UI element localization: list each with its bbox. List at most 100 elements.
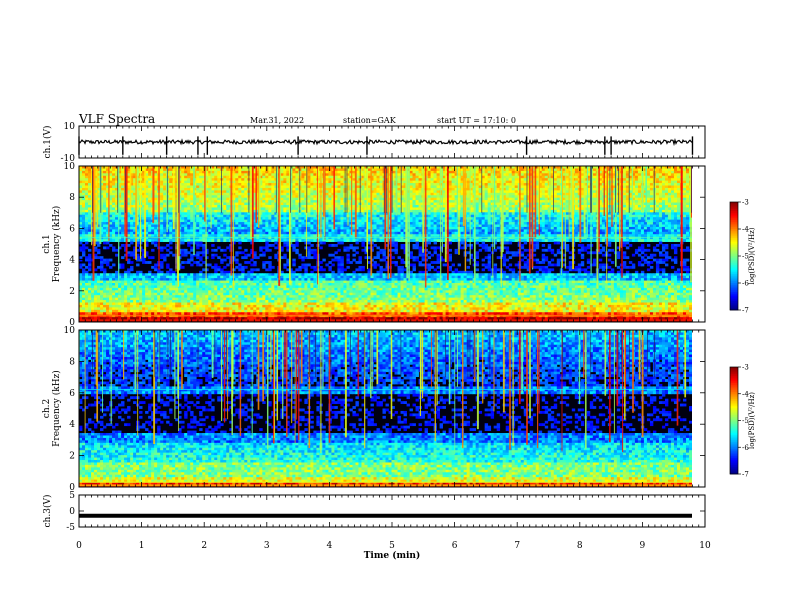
- p-spec1-cell: [205, 173, 209, 177]
- p-spec1-cell: [385, 183, 389, 186]
- p-spec1-cell: [376, 192, 380, 196]
- p-spec1-cell: [196, 190, 200, 194]
- p-spec1-cell: [103, 178, 107, 182]
- p-spec1-cell: [550, 178, 555, 182]
- p-spec1-cell: [391, 187, 395, 191]
- p-spec1-cell: [655, 175, 660, 179]
- p-spec1-cell: [112, 209, 116, 213]
- p-spec1-cell: [253, 173, 257, 177]
- p-spec1-cell: [511, 180, 516, 184]
- p-spec1-cell: [427, 202, 431, 206]
- p-spec1-cell: [271, 170, 275, 174]
- p-spec1-cell: [556, 173, 561, 177]
- p-spec1-cell: [253, 185, 257, 189]
- p-spec1-cell: [478, 175, 483, 179]
- p-spec1-cell: [481, 170, 486, 174]
- p-spec1-cell: [307, 175, 311, 179]
- p-spec1-cell: [196, 173, 200, 177]
- p-spec1-cell: [511, 217, 516, 221]
- p-spec1-cell: [373, 207, 377, 211]
- p-spec1-cell: [112, 217, 116, 221]
- p-spec1-cell: [271, 205, 275, 208]
- p-spec1-cell: [181, 197, 185, 201]
- p-spec1-cell: [580, 187, 585, 191]
- p-spec1-cell: [256, 173, 260, 177]
- p-spec1-cell: [568, 187, 573, 191]
- p-spec1-cell: [280, 173, 284, 177]
- p-spec1-cell: [526, 185, 531, 189]
- p-spec1-cell: [544, 214, 549, 218]
- p-spec1-cell: [103, 180, 107, 184]
- p-spec1-cell: [241, 212, 245, 216]
- p-spec1-cell: [454, 173, 459, 177]
- p-spec1-cell: [646, 195, 651, 199]
- p-spec1-cell: [451, 197, 456, 201]
- p-spec1-cell: [451, 187, 456, 191]
- p-spec1-cell: [664, 183, 669, 186]
- p-spec1-cell: [655, 209, 660, 213]
- p-spec1-cell: [532, 168, 537, 172]
- p-spec1-cell: [181, 214, 185, 218]
- p-spec1-cell: [397, 187, 401, 191]
- p-spec1-cell: [385, 166, 389, 169]
- p-spec1-cell: [622, 187, 627, 191]
- p-spec1-cell: [142, 166, 146, 169]
- p-spec1-cell: [538, 187, 543, 191]
- p-spec1-cell: [664, 187, 669, 191]
- p-spec1-cell: [85, 205, 89, 208]
- p-spec1-cell: [262, 195, 266, 199]
- p-spec1-cell: [82, 175, 86, 179]
- p-spec1-cell: [130, 214, 134, 218]
- p-spec1-cell: [667, 197, 672, 201]
- p-spec1-cell: [262, 166, 266, 169]
- p-spec1-cell: [625, 187, 630, 191]
- p-spec1-cell: [205, 183, 209, 186]
- p-spec1-cell: [85, 192, 89, 196]
- p-spec1-cell: [175, 168, 179, 172]
- p-spec1-cell: [511, 205, 516, 208]
- figure-title: VLF Spectra: [78, 112, 155, 126]
- p-spec1-cell: [184, 183, 188, 186]
- p-spec1-cell: [253, 166, 257, 169]
- p-spec1-cell: [628, 175, 633, 179]
- p-spec1-cell: [493, 173, 498, 177]
- p-spec1-cell: [106, 166, 110, 169]
- p-spec1-cell: [235, 180, 239, 184]
- p-spec1-cell: [130, 166, 134, 169]
- p-spec1-cell: [601, 185, 606, 189]
- p-spec1-cell: [313, 178, 317, 182]
- p-spec1-cell: [295, 166, 299, 169]
- p-spec1-cell: [397, 190, 401, 194]
- p-spec1-cell: [85, 170, 89, 174]
- p-spec1-cell: [391, 175, 395, 179]
- p-spec1-cell: [514, 192, 519, 196]
- p-spec1-cell: [586, 170, 591, 174]
- p-spec1-cell: [376, 202, 380, 206]
- p-spec1-cell: [436, 217, 440, 221]
- p-spec1-cell: [418, 190, 422, 194]
- p-spec1-cell: [664, 185, 669, 189]
- p-spec1-cell: [163, 170, 167, 174]
- p-spec1-cell: [433, 214, 437, 218]
- p-spec1-cell: [313, 175, 317, 179]
- p-spec1-cell: [502, 185, 507, 189]
- p-spec1-cell: [481, 175, 486, 179]
- p-spec1-cell: [601, 173, 606, 177]
- p-spec1-cell: [97, 190, 101, 194]
- p-spec1-cell: [169, 178, 173, 182]
- p-spec1-cell: [652, 173, 657, 177]
- p-spec1-cell: [676, 217, 681, 221]
- p-spec1-cell: [235, 195, 239, 199]
- p-spec1-cell: [373, 183, 377, 186]
- p-spec1-cell: [469, 185, 474, 189]
- p-spec1-cell: [685, 168, 690, 172]
- p-spec1-cell: [364, 178, 368, 182]
- p-spec1-cell: [478, 185, 483, 189]
- p-spec1-cell: [535, 180, 540, 184]
- p-spec1-cell: [340, 197, 344, 201]
- p-spec1-cell: [259, 166, 263, 169]
- p-spec1-cell: [208, 168, 212, 172]
- p-spec1-cell: [355, 185, 359, 189]
- p-spec1-cell: [466, 180, 471, 184]
- p-spec1-cell: [637, 212, 642, 216]
